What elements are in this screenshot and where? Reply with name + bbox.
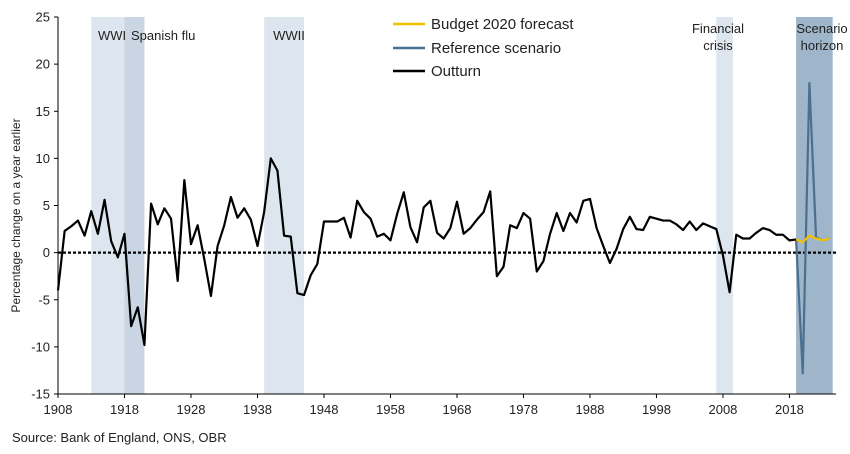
shaded-bands: [91, 17, 833, 394]
y-tick-label: 20: [36, 57, 50, 72]
y-tick-label: 0: [43, 245, 50, 260]
x-tick-label: 1938: [243, 402, 272, 417]
x-tick-label: 2018: [775, 402, 804, 417]
y-tick-label: -10: [31, 339, 50, 354]
y-tick-label: 10: [36, 151, 50, 166]
legend: WWI Spanish flu WWII Financial crisis Scenari…: [98, 16, 848, 80]
axes: -15 -10 -5 0 5 10 15 20 25 1908 1918 1928 1938 1948 19…: [31, 10, 836, 417]
x-tick-label: 1978: [509, 402, 538, 417]
band-label-scenario-horizon: Scenario horizon: [796, 21, 847, 53]
series-line-budget-2020-forecast: [795, 234, 830, 244]
y-tick-label: -5: [38, 292, 50, 307]
band-label-wwii: WWII: [273, 28, 305, 43]
y-tick-label: 25: [36, 10, 50, 25]
source-note: Source: Bank of England, ONS, OBR: [12, 430, 227, 445]
x-tick-label: 1908: [44, 402, 73, 417]
x-tick-label: 1968: [443, 402, 472, 417]
legend-label-budget-2020-forecast: Budget 2020 forecast: [431, 16, 574, 33]
series-lines: [56, 81, 830, 375]
band-wwii: [264, 17, 305, 394]
x-tick-label: 1958: [376, 402, 405, 417]
y-axis-title: Percentage change on a year earlier: [9, 118, 23, 312]
y-tick-label: 5: [43, 198, 50, 213]
band-label-financial-crisis: Financial crisis: [692, 21, 744, 53]
band-label-spanish-flu: Spanish flu: [131, 28, 195, 43]
x-tick-label: 2008: [708, 402, 737, 417]
band-financial-crisis: [716, 17, 733, 394]
legend-label-outturn: Outturn: [431, 63, 481, 80]
chart: -15 -10 -5 0 5 10 15 20 25 1908 1918 1928 1938 1948 19…: [9, 10, 848, 418]
y-tick-label: -15: [31, 387, 50, 402]
band-spanish-flu: [124, 17, 145, 394]
x-tick-label: 1918: [110, 402, 139, 417]
x-tick-label: 1948: [310, 402, 339, 417]
series-line-outturn: [56, 157, 797, 347]
x-tick-label: 1998: [642, 402, 671, 417]
x-tick-label: 1928: [177, 402, 206, 417]
x-tick-label: 1988: [576, 402, 605, 417]
y-tick-label: 15: [36, 104, 50, 119]
band-label-wwi: WWI: [98, 28, 126, 43]
band-wwi: [91, 17, 132, 394]
legend-label-reference-scenario: Reference scenario: [431, 40, 561, 57]
